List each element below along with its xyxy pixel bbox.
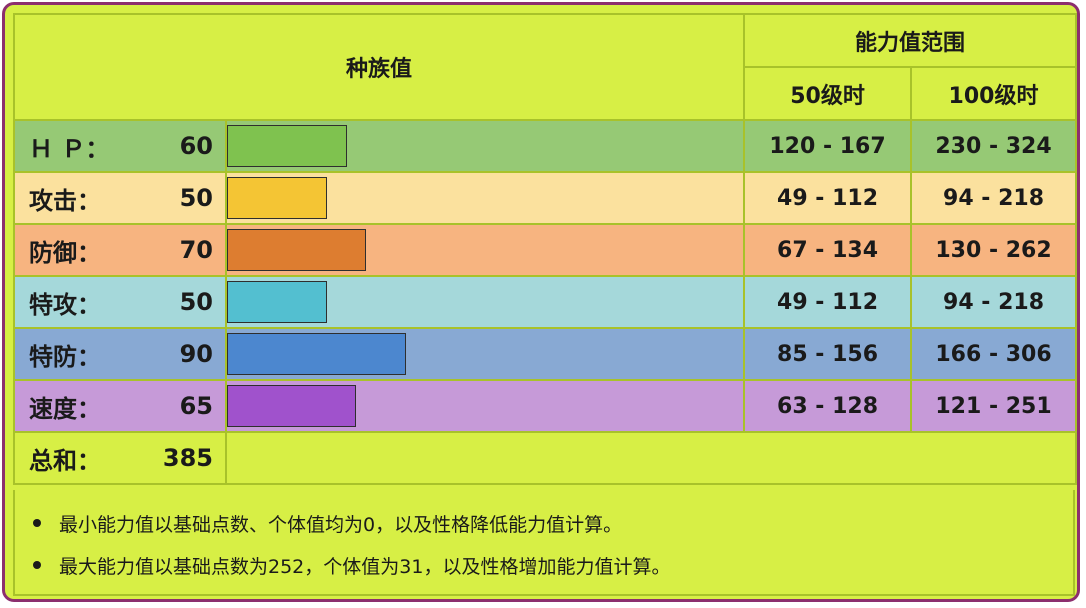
stat-range-lv100: 130 - 262 (910, 223, 1077, 277)
stat-label-cell: Ｈ Ｐ： 60 (13, 119, 227, 173)
stat-label-cell: 防御： 70 (13, 223, 227, 277)
stat-range-header: 能力值范围 (743, 13, 1077, 68)
notes-section: 最小能力值以基础点数、个体值均为0，以及性格降低能力值计算。 最大能力值以基础点… (13, 490, 1075, 596)
stat-row: 特攻： 50 49 - 112 94 - 218 (13, 275, 1077, 329)
stat-label: 攻击： (29, 186, 101, 215)
stat-bar-cell (224, 327, 746, 381)
stat-range-lv100: 230 - 324 (910, 119, 1077, 173)
stat-row: 特防： 90 85 - 156 166 - 306 (13, 327, 1077, 381)
note-min: 最小能力值以基础点数、个体值均为0，以及性格降低能力值计算。 (33, 502, 1073, 544)
total-row: 总和： 385 (13, 431, 1077, 485)
stat-bar (227, 229, 366, 271)
note-max-text: 最大能力值以基础点数为252，个体值为31，以及性格增加能力值计算。 (59, 555, 671, 578)
stat-range-lv50: 49 - 112 (743, 171, 913, 225)
base-stats-header: 种族值 (12, 13, 746, 121)
stat-label: 防御： (29, 238, 101, 267)
stat-bar-cell (224, 171, 746, 225)
stat-row: 防御： 70 67 - 134 130 - 262 (13, 223, 1077, 277)
stat-row: Ｈ Ｐ： 60 120 - 167 230 - 324 (13, 119, 1077, 173)
stat-label: 特防： (29, 342, 101, 371)
stat-label-cell: 特攻： 50 (13, 275, 227, 329)
stats-panel: 种族值 能力值范围 50级时 100级时 Ｈ Ｐ： 60 120 - 167 230 … (2, 2, 1080, 602)
stat-bar-cell (224, 379, 746, 433)
stat-value: 90 (179, 340, 213, 368)
stat-label-cell: 攻击： 50 (13, 171, 227, 225)
stat-range-lv50: 49 - 112 (743, 275, 913, 329)
total-cell: 总和： 385 (13, 431, 227, 485)
bullet-icon (33, 519, 41, 527)
stat-bar-cell (224, 223, 746, 277)
stat-range-lv100: 121 - 251 (910, 379, 1077, 433)
note-max: 最大能力值以基础点数为252，个体值为31，以及性格增加能力值计算。 (33, 544, 1073, 586)
stat-bar (227, 177, 327, 219)
stat-label: 特攻： (29, 290, 101, 319)
bullet-icon (33, 561, 41, 569)
stat-label: Ｈ Ｐ： (29, 134, 110, 163)
stat-bar (227, 385, 356, 427)
stat-row: 攻击： 50 49 - 112 94 - 218 (13, 171, 1077, 225)
stat-label-cell: 速度： 65 (13, 379, 227, 433)
stat-row: 速度： 65 63 - 128 121 - 251 (13, 379, 1077, 433)
lv100-header: 100级时 (910, 66, 1077, 121)
stat-range-lv50: 120 - 167 (743, 119, 913, 173)
stat-value: 50 (179, 184, 213, 212)
stat-value: 70 (179, 236, 213, 264)
stat-range-lv100: 94 - 218 (910, 275, 1077, 329)
stat-range-lv100: 166 - 306 (910, 327, 1077, 381)
stat-bar (227, 125, 347, 167)
stat-range-lv50: 67 - 134 (743, 223, 913, 277)
stat-range-lv100: 94 - 218 (910, 171, 1077, 225)
base-stats-table: 种族值 能力值范围 50级时 100级时 Ｈ Ｐ： 60 120 - 167 230 … (12, 13, 1077, 485)
stat-value: 65 (179, 392, 213, 420)
note-min-text: 最小能力值以基础点数、个体值均为0，以及性格降低能力值计算。 (59, 513, 623, 536)
stat-range-lv50: 63 - 128 (743, 379, 913, 433)
lv50-header: 50级时 (743, 66, 913, 121)
stat-range-lv50: 85 - 156 (743, 327, 913, 381)
stat-bar-cell (224, 119, 746, 173)
total-label: 总和： (29, 446, 101, 475)
total-empty-cell (224, 431, 1077, 485)
stat-bar-cell (224, 275, 746, 329)
stat-bar (227, 281, 327, 323)
stat-label-cell: 特防： 90 (13, 327, 227, 381)
stat-value: 50 (179, 288, 213, 316)
total-value: 385 (162, 444, 213, 472)
stat-label: 速度： (29, 394, 101, 423)
stat-value: 60 (179, 132, 213, 160)
stat-bar (227, 333, 406, 375)
